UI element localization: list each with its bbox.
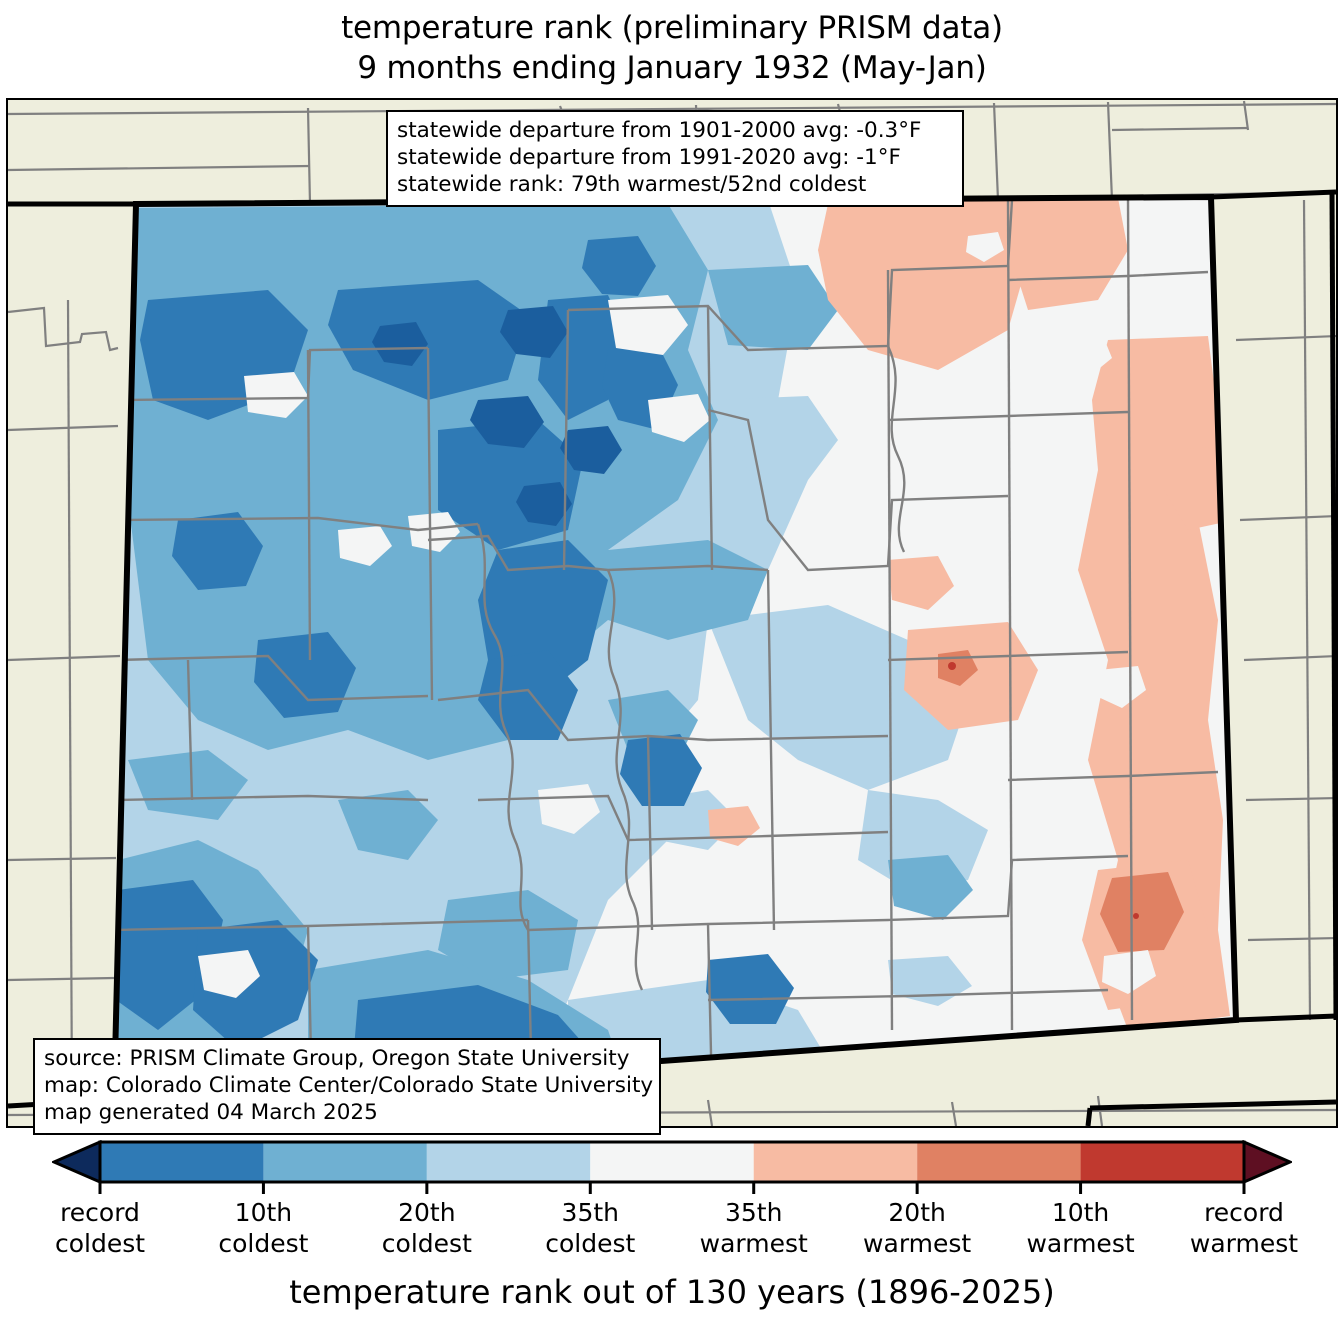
source-credits-box: source: PRISM Climate Group, Oregon Stat… [33,1038,661,1135]
colorbar-label-rank-1: 10th [234,1198,293,1227]
colorbar-label-extreme-1: coldest [218,1229,309,1258]
colorbar-label-rank-3: 35th [561,1198,620,1227]
colorbar-label-7: record warmest [1190,1197,1298,1259]
colorado-interior [114,197,1236,1100]
colorbar-label-extreme-7: warmest [1189,1229,1299,1258]
colorbar-label-extreme-5: warmest [863,1229,972,1258]
colorbar-cap-high [1242,1140,1292,1185]
page-title: temperature rank (preliminary PRISM data… [0,8,1344,88]
colorbar-label-extreme-3: coldest [545,1229,636,1258]
colorbar-label-5: 20th warmest [863,1197,971,1259]
neighbor-state-borders [8,189,1336,1126]
colorbar-labels: record coldest 10th coldest 20th coldest 35th c… [0,1197,1344,1265]
stats-statewide-rank: statewide rank: 79th warmest/52nd coldes… [397,172,867,197]
colorado-county-lines [114,197,1219,1097]
stats-departure-1901-2000: statewide departure from 1901-2000 avg: … [397,118,922,143]
colorbar-segment-3 [590,1142,754,1182]
colorbar-label-4: 35th warmest [700,1197,808,1259]
colorbar-caption: temperature rank out of 130 years (1896-… [289,1273,1055,1311]
rank-class-10th-coldest [116,236,794,1096]
colorbar-label-1: 10th coldest [218,1197,308,1259]
map-canvas [6,98,1338,1128]
colorbar-segment-4 [753,1142,918,1182]
colorbar-segment-5 [917,1142,1081,1182]
colorado-temperature-rank-map [8,100,1336,1126]
colorbar-label-extreme-6: warmest [1026,1229,1135,1258]
colorbar-label-0: record coldest [55,1197,145,1259]
colorbar-label-rank-6: 10th [1051,1198,1110,1227]
colorbar-label-2: 20th coldest [382,1197,472,1259]
colorbar-label-extreme-0: coldest [54,1229,146,1258]
colorbar-segment-2 [426,1142,591,1182]
statewide-stats-box: statewide departure from 1901-2000 avg: … [386,110,964,207]
rank-class-record-warmest [948,662,1139,919]
colorbar-label-rank-7: record [1204,1198,1284,1227]
colorbar-label-rank-4: 35th [724,1198,783,1227]
colorbar-label-3: 35th coldest [545,1197,635,1259]
colorbar-label-rank-0: record [60,1198,140,1227]
colorbar-outline [98,1140,1246,1184]
colorbar-label-extreme-2: coldest [381,1229,472,1258]
title-line-1: temperature rank (preliminary PRISM data… [341,10,1003,46]
colorbar-label-rank-5: 20th [888,1198,946,1227]
title-line-2: 9 months ending January 1932 (May-Jan) [357,50,987,86]
rank-class-record-coldest [372,306,622,526]
source-line: source: PRISM Climate Group, Oregon Stat… [44,1046,630,1071]
map-author-line: map: Colorado Climate Center/Colorado St… [44,1073,654,1098]
colorbar-swatches [52,1140,1292,1194]
colorbar-segment-6 [1080,1142,1244,1182]
colorbar [0,1140,1344,1196]
stats-departure-1991-2020: statewide departure from 1991-2020 avg: … [397,145,901,170]
colorbar-label-extreme-4: warmest [699,1229,808,1258]
map-generated-line: map generated 04 March 2025 [44,1100,378,1125]
colorbar-segment-1 [263,1142,427,1182]
colorbar-label-6: 10th warmest [1026,1197,1134,1259]
colorbar-segment-0 [100,1142,264,1182]
colorbar-label-rank-2: 20th [398,1198,456,1227]
colorbar-cap-low [52,1140,102,1185]
